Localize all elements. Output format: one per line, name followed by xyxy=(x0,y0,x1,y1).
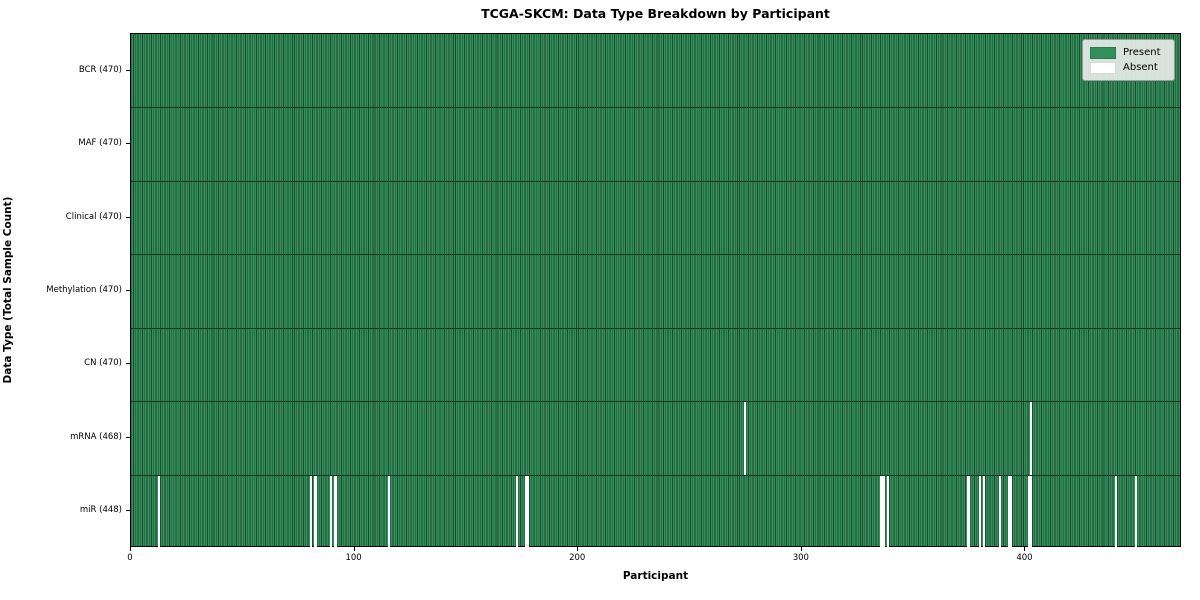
y-tick-mark xyxy=(126,510,130,512)
absent-stripe xyxy=(886,474,890,548)
y-tick-mark xyxy=(126,216,130,218)
y-tick-label: Clinical (470) xyxy=(65,211,122,222)
absent-stripe xyxy=(309,474,313,548)
data-type-row-cn xyxy=(131,328,1180,401)
legend-entry-present: Present xyxy=(1090,45,1167,60)
y-tick-mark xyxy=(126,363,130,365)
row-separator xyxy=(131,474,1180,476)
row-separator xyxy=(131,327,1180,329)
legend-entry-absent: Absent xyxy=(1090,60,1167,75)
absent-stripe xyxy=(157,474,161,548)
absent-stripe xyxy=(1029,474,1033,548)
y-tick-mark xyxy=(126,143,130,145)
x-tick-label: 300 xyxy=(792,553,809,563)
legend: Present Absent xyxy=(1082,39,1175,81)
data-type-row-methylation xyxy=(131,254,1180,327)
absent-swatch-icon xyxy=(1090,61,1116,74)
absent-stripe xyxy=(982,474,986,548)
y-tick-label: miR (448) xyxy=(79,505,122,516)
absent-stripe xyxy=(1114,474,1118,548)
absent-stripe xyxy=(388,474,391,548)
data-type-row-clinical xyxy=(131,181,1180,254)
chart-title: TCGA-SKCM: Data Type Breakdown by Partic… xyxy=(481,6,830,21)
x-tick-label: 100 xyxy=(345,553,362,563)
x-tick-mark xyxy=(353,547,355,551)
absent-stripe xyxy=(524,474,527,548)
absent-stripe xyxy=(978,474,981,548)
x-tick-mark xyxy=(130,547,131,551)
data-type-row-maf xyxy=(131,107,1180,180)
y-tick-label: mRNA (468) xyxy=(70,431,122,442)
present-swatch-icon xyxy=(1090,46,1116,59)
absent-stripe xyxy=(1027,474,1030,548)
y-tick-mark xyxy=(126,436,130,438)
absent-stripe xyxy=(880,474,883,548)
x-tick-mark xyxy=(577,547,579,551)
absent-stripe xyxy=(967,474,970,548)
plot-area xyxy=(130,33,1181,548)
data-type-row-bcr xyxy=(131,34,1180,107)
row-separator xyxy=(131,107,1180,109)
absent-stripe xyxy=(998,474,1001,548)
data-type-row-mir xyxy=(131,474,1180,548)
absent-stripe xyxy=(743,401,746,475)
data-type-row-mrna xyxy=(131,401,1180,475)
x-tick-label: 400 xyxy=(1016,553,1033,563)
absent-stripe xyxy=(334,474,337,548)
absent-stripe xyxy=(1007,474,1010,548)
y-tick-label: CN (470) xyxy=(84,358,122,369)
legend-label-absent: Absent xyxy=(1123,61,1158,73)
absent-stripe xyxy=(1029,401,1033,475)
x-tick-label: 0 xyxy=(127,553,133,563)
absent-stripe xyxy=(515,474,518,548)
row-separator xyxy=(131,401,1180,403)
row-separator xyxy=(131,254,1180,256)
row-separator xyxy=(131,180,1180,182)
y-tick-mark xyxy=(126,290,130,291)
x-tick-mark xyxy=(1024,547,1026,551)
legend-label-present: Present xyxy=(1123,46,1161,58)
absent-stripe xyxy=(1135,474,1138,548)
y-tick-label: Methylation (470) xyxy=(46,285,122,295)
x-tick-label: 200 xyxy=(569,553,586,563)
y-tick-label: MAF (470) xyxy=(78,138,122,149)
absent-stripe xyxy=(882,474,885,548)
x-axis-label: Participant xyxy=(622,570,689,582)
y-tick-mark xyxy=(126,69,130,71)
x-tick-mark xyxy=(800,547,802,551)
absent-stripe xyxy=(526,474,530,548)
y-tick-label: BCR (470) xyxy=(78,64,122,75)
absent-stripe xyxy=(1009,474,1013,548)
absent-stripe xyxy=(314,474,317,548)
absent-stripe xyxy=(330,474,333,548)
